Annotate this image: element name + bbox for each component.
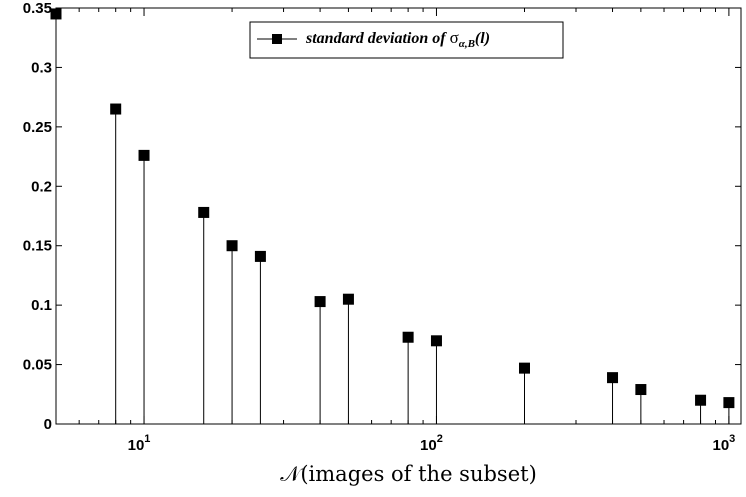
x-axis-title: 𝒩(images of the subset) — [280, 462, 537, 486]
x-tick-exponent: 2 — [437, 433, 443, 445]
x-axis-title-symbol: 𝒩 — [280, 462, 303, 486]
x-tick-label: 102 — [420, 433, 443, 454]
x-tick-exponent: 1 — [144, 433, 150, 445]
y-axis-ticks: 0 0.05 0.1 0.15 0.2 0.25 0.3 0.35 — [23, 0, 741, 433]
x-tick-label: 103 — [712, 433, 735, 454]
data-point-marker — [254, 250, 266, 262]
data-point-marker — [607, 372, 619, 384]
data-point-marker — [635, 384, 647, 396]
legend-prefix: standard deviation of — [305, 30, 450, 47]
y-tick-label: 0.25 — [23, 119, 52, 136]
y-tick-label: 0.2 — [31, 178, 52, 195]
data-point-marker — [314, 296, 326, 308]
data-point-marker — [723, 397, 735, 409]
data-point-marker — [518, 362, 530, 374]
y-tick-label: 0.05 — [23, 357, 52, 374]
x-tick-exponent: 3 — [729, 433, 735, 445]
legend-subscript: α,B — [459, 38, 475, 50]
x-tick-label: 101 — [128, 433, 151, 454]
data-point-marker — [695, 394, 707, 406]
legend-entry-label: standard deviation of σα,B(l) — [305, 28, 490, 50]
data-markers — [50, 8, 735, 409]
y-tick-label: 0.1 — [31, 297, 52, 314]
legend-sigma-symbol: σ — [450, 28, 459, 47]
stem-lines — [55, 13, 730, 424]
data-point-marker — [402, 331, 414, 343]
y-tick-label: 0.3 — [31, 59, 52, 76]
x-axis-ticks: 101 102 103 — [55, 8, 735, 454]
data-point-marker — [198, 206, 210, 218]
y-tick-label: 0 — [44, 416, 52, 433]
data-point-marker — [138, 149, 150, 161]
y-tick-label: 0.35 — [23, 0, 52, 17]
x-tick-base: 10 — [420, 437, 437, 454]
data-point-marker — [342, 293, 354, 305]
data-point-marker — [430, 335, 442, 347]
y-tick-label: 0.15 — [23, 238, 52, 255]
x-tick-base: 10 — [712, 437, 729, 454]
legend-suffix: (l) — [475, 30, 490, 47]
data-point-marker — [110, 103, 122, 115]
legend-marker-sample — [272, 34, 282, 44]
legend-box — [249, 21, 564, 59]
x-tick-base: 10 — [128, 437, 145, 454]
data-point-marker — [226, 240, 238, 252]
plot-area-frame — [55, 7, 742, 425]
legend: standard deviation of σα,B(l) — [249, 21, 564, 59]
x-axis-title-text: (images of the subset) — [300, 462, 536, 486]
